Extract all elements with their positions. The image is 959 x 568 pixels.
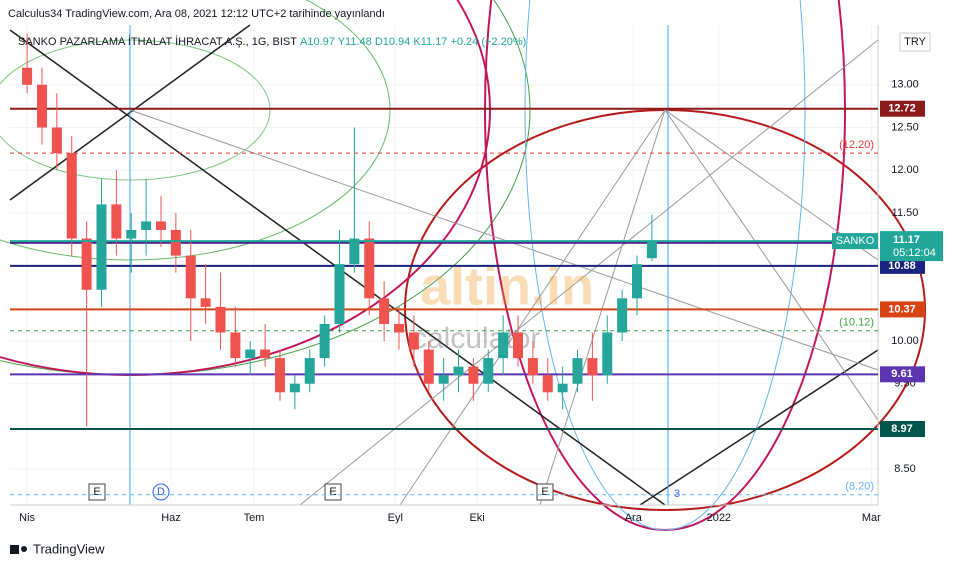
x-tick-label: Tem xyxy=(244,512,265,524)
candle-body xyxy=(185,255,196,299)
candle-body xyxy=(96,204,107,290)
y-tick-label: 10.00 xyxy=(891,335,919,347)
candle-body xyxy=(587,358,598,376)
candle-body xyxy=(319,323,330,359)
candle-body xyxy=(483,358,494,384)
candle-body xyxy=(468,366,479,384)
last-price-tag xyxy=(880,231,943,262)
candle-body xyxy=(141,221,152,230)
candle-body xyxy=(304,358,315,384)
y-tick-label: 11.50 xyxy=(892,207,919,219)
candle-body xyxy=(334,264,345,324)
candle-body xyxy=(602,332,613,376)
candle-body xyxy=(230,332,241,359)
candle-body xyxy=(260,349,271,359)
candle-body xyxy=(379,298,390,324)
y-tick-label: 8.50 xyxy=(894,463,915,475)
candle-body xyxy=(632,264,643,299)
candle-body xyxy=(617,298,628,333)
candle-body xyxy=(274,358,285,393)
x-tick-label: Eyl xyxy=(388,512,403,524)
y-tick-label: 12.00 xyxy=(891,164,919,176)
header: Calculus34 TradingView.com, Ara 08, 2021… xyxy=(8,8,385,20)
level-label: 9.61 xyxy=(891,368,912,380)
candle-body xyxy=(557,383,568,393)
currency: TRY xyxy=(904,36,926,48)
candle-body xyxy=(126,229,137,239)
dashed-level-label: (12.20) xyxy=(839,139,874,151)
footer: TradingView xyxy=(33,541,105,556)
level-label: 8.97 xyxy=(891,423,912,435)
level-tag xyxy=(880,301,925,318)
candle-body xyxy=(51,127,62,154)
dashed-level-label: (8.20) xyxy=(845,481,874,493)
candle-body xyxy=(453,366,464,376)
marker-box xyxy=(324,483,342,501)
candle-body xyxy=(200,298,211,307)
candle-body xyxy=(36,84,47,128)
x-tick-label: Nis xyxy=(19,512,35,524)
x-tick-label: Ara xyxy=(625,512,643,524)
dashed-level-label: (10.12) xyxy=(839,317,874,329)
candle-body xyxy=(22,67,33,85)
logo-mark xyxy=(10,545,19,554)
candle-body xyxy=(572,358,583,384)
y-tick-label: 12.50 xyxy=(891,121,919,133)
level-tag xyxy=(880,100,925,117)
marker: 3 xyxy=(674,488,680,500)
candle-body xyxy=(408,332,419,350)
legend-title: SANKO PAZARLAMA İTHALAT İHRACAT A.Ş., 1G… xyxy=(18,35,297,48)
last-price-name: SANKO xyxy=(836,235,875,247)
marker: E xyxy=(541,486,548,498)
candle-body xyxy=(513,332,524,359)
candle-body xyxy=(364,238,375,299)
last-price-label: 11.17 xyxy=(893,234,920,246)
marker-box xyxy=(536,483,554,501)
level-label: 10.37 xyxy=(888,303,916,315)
legend-ohlc: A10.97 Y11.48 D10.94 K11.17 +0.24 (+2.20… xyxy=(300,36,526,48)
footer-logo xyxy=(10,545,27,554)
logo-mark xyxy=(21,546,27,552)
candle-body xyxy=(646,241,657,259)
event-markers: E D E E 3 xyxy=(88,483,680,501)
level-tag xyxy=(880,366,925,383)
level-label: 12.72 xyxy=(888,103,916,115)
candle-body xyxy=(155,221,166,230)
x-tick-label: Eki xyxy=(469,512,484,524)
marker-box xyxy=(152,483,170,501)
candle-body xyxy=(215,306,226,333)
candle-body xyxy=(245,349,256,359)
candle-body xyxy=(111,204,122,239)
level-tag xyxy=(880,420,925,437)
candle-body xyxy=(498,332,509,359)
x-tick-label: Mar xyxy=(862,512,881,524)
level-label: 10.88 xyxy=(888,260,916,272)
candle-body xyxy=(289,383,300,393)
candle-body xyxy=(438,375,449,384)
candles xyxy=(22,33,657,427)
marker: D xyxy=(157,486,165,498)
candle-body xyxy=(170,229,181,256)
x-tick-label: Haz xyxy=(161,512,181,524)
last-price-name-tag xyxy=(832,233,878,250)
candle-body xyxy=(394,323,405,333)
candle-body xyxy=(527,358,538,376)
candle-body xyxy=(542,375,553,393)
marker: E xyxy=(93,486,100,498)
marker-box xyxy=(88,483,106,501)
candle-body xyxy=(66,153,77,239)
candle-body xyxy=(349,238,360,265)
countdown: 05:12:04 xyxy=(893,247,936,259)
x-tick-label: 2022 xyxy=(707,512,731,524)
candle-body xyxy=(423,349,434,384)
marker: E xyxy=(329,486,336,498)
y-tick-label: 13.00 xyxy=(891,79,919,91)
candle-body xyxy=(81,238,92,290)
currency-box xyxy=(899,32,931,52)
level-tag xyxy=(880,257,925,274)
